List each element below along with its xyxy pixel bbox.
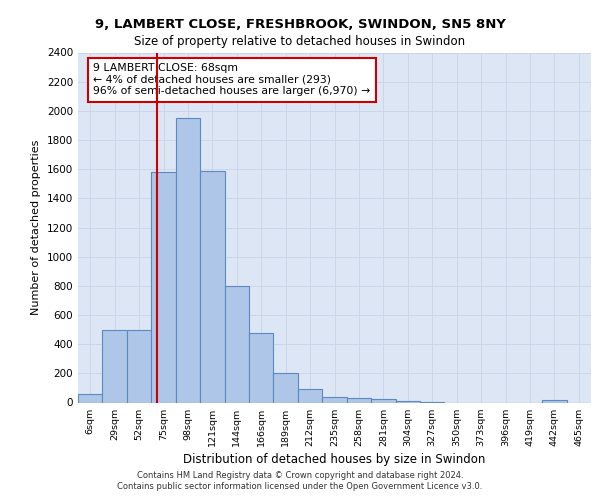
Bar: [347, 398, 371, 402]
Bar: [298, 390, 322, 402]
Y-axis label: Number of detached properties: Number of detached properties: [31, 140, 41, 315]
Bar: [224, 286, 249, 403]
Bar: [542, 400, 566, 402]
Bar: [103, 330, 127, 402]
Bar: [395, 401, 420, 402]
Bar: [176, 118, 200, 403]
Bar: [200, 170, 224, 402]
Text: Contains public sector information licensed under the Open Government Licence v3: Contains public sector information licen…: [118, 482, 482, 491]
Text: 9, LAMBERT CLOSE, FRESHBROOK, SWINDON, SN5 8NY: 9, LAMBERT CLOSE, FRESHBROOK, SWINDON, S…: [95, 18, 505, 30]
Text: 9 LAMBERT CLOSE: 68sqm
← 4% of detached houses are smaller (293)
96% of semi-det: 9 LAMBERT CLOSE: 68sqm ← 4% of detached …: [94, 63, 371, 96]
Bar: [151, 172, 176, 402]
X-axis label: Distribution of detached houses by size in Swindon: Distribution of detached houses by size …: [184, 453, 485, 466]
Text: Size of property relative to detached houses in Swindon: Size of property relative to detached ho…: [134, 35, 466, 48]
Text: Contains HM Land Registry data © Crown copyright and database right 2024.: Contains HM Land Registry data © Crown c…: [137, 471, 463, 480]
Bar: [322, 398, 347, 402]
Bar: [249, 332, 274, 402]
Bar: [371, 399, 395, 402]
Bar: [127, 330, 151, 402]
Bar: [274, 374, 298, 402]
Bar: [78, 394, 103, 402]
